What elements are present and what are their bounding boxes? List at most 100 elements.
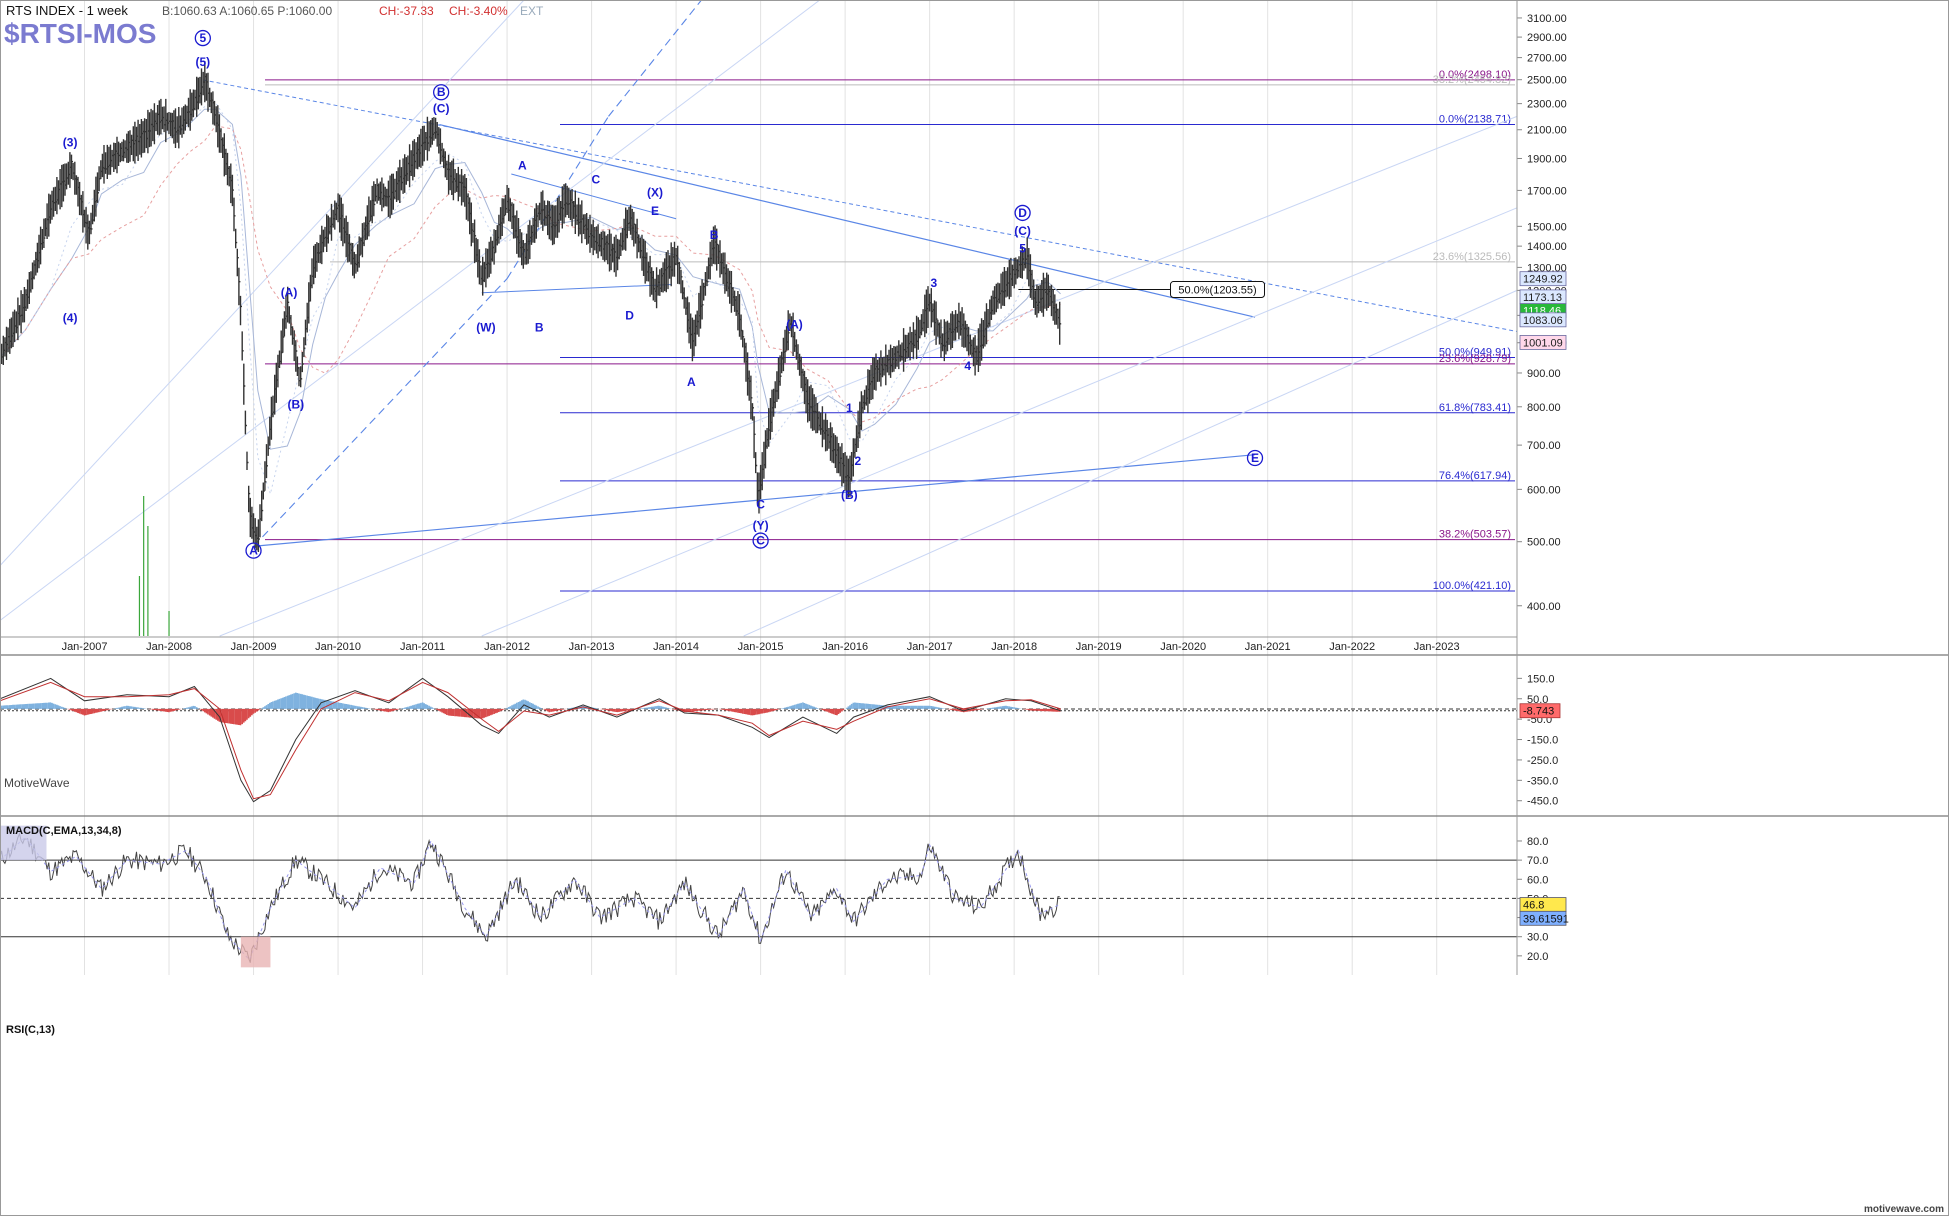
wave-label: B xyxy=(437,85,446,99)
y-tick-label: 900.00 xyxy=(1527,368,1561,380)
a-c-e-trend-line xyxy=(253,454,1256,547)
wave-label: 5 xyxy=(199,31,206,45)
x-tick-label: Jan-2019 xyxy=(1076,641,1122,653)
fan-line xyxy=(0,0,525,566)
upper-triangle-line xyxy=(202,79,1518,332)
retracement-box xyxy=(1169,281,1265,299)
rsi-overbought-fill xyxy=(0,825,47,861)
x-wave-lower-line xyxy=(481,283,672,294)
wave-label-circle xyxy=(1014,204,1031,222)
y-tick-label: 2500.00 xyxy=(1527,75,1567,87)
price-badge xyxy=(1519,312,1567,328)
rsi-line xyxy=(0,832,1060,963)
y-tick-label: -250.0 xyxy=(1527,755,1558,767)
fib-level-label: 38.2%(2454.82) xyxy=(1433,74,1511,86)
wave-label: 1 xyxy=(846,401,853,415)
x-tick-label: Jan-2018 xyxy=(991,641,1037,653)
wave-label: E xyxy=(651,204,659,218)
rsi-oversold-fill xyxy=(240,936,271,968)
wave-label: A xyxy=(249,544,258,558)
symbol-title: RTS INDEX - 1 week xyxy=(6,3,128,18)
wave-label: B xyxy=(710,228,719,242)
brand-right: motivewave.com xyxy=(1864,1204,1944,1215)
fan-line xyxy=(0,0,821,621)
fan-line xyxy=(481,207,1518,637)
wave-label: (B) xyxy=(287,398,304,412)
wave-label: A xyxy=(687,375,696,389)
wave-label: D xyxy=(625,308,634,322)
macd-value-badge xyxy=(1519,703,1561,719)
x-tick-label: Jan-2008 xyxy=(146,641,192,653)
b-d-trend-line xyxy=(439,124,1256,318)
wave-label-circle xyxy=(752,532,769,549)
wave-label: (W) xyxy=(476,320,495,334)
y-tick-label: 2300.00 xyxy=(1527,99,1567,111)
change-points: CH:-37.33 xyxy=(379,4,434,18)
x-tick-label: Jan-2010 xyxy=(315,641,361,653)
dashed-channel-line xyxy=(253,278,508,547)
fan-line xyxy=(743,289,1518,637)
x-tick-label: Jan-2013 xyxy=(569,641,615,653)
wave-label: C xyxy=(756,534,765,548)
x-tick-label: Jan-2009 xyxy=(231,641,277,653)
price-badge xyxy=(1519,271,1567,287)
rsi-average-line xyxy=(0,836,1061,961)
x-tick-label: Jan-2007 xyxy=(62,641,108,653)
y-tick-label: -450.0 xyxy=(1527,796,1558,808)
wave-label: (A) xyxy=(786,318,803,332)
fib-level-label: 38.2%(503.57) xyxy=(1439,529,1511,541)
y-tick-label: 1500.00 xyxy=(1527,221,1567,233)
x-tick-label: Jan-2012 xyxy=(484,641,530,653)
fib-level-label: 50.0%(949.91) xyxy=(1439,346,1511,358)
x-tick-label: Jan-2020 xyxy=(1160,641,1206,653)
wave-label: C xyxy=(756,498,765,512)
y-tick-label: 60.0 xyxy=(1527,874,1548,886)
wave-label: 5 xyxy=(1019,241,1026,255)
wave-label: C xyxy=(591,173,600,187)
wave-label-circle xyxy=(245,542,262,559)
y-tick-label: 1700.00 xyxy=(1527,185,1567,197)
symbol-watermark: $RTSI-MOS xyxy=(4,18,156,49)
ext-label: EXT xyxy=(520,4,544,18)
wave-label: (5) xyxy=(195,55,210,69)
y-tick-label: 400.00 xyxy=(1527,601,1561,613)
macd-histogram-positive xyxy=(0,692,1022,709)
y-tick-label: 700.00 xyxy=(1527,440,1561,452)
wave-label: (X) xyxy=(647,185,663,199)
x-tick-label: Jan-2011 xyxy=(400,641,445,653)
wave-label: 3 xyxy=(931,276,938,290)
fib-level-label: 0.0%(2498.10) xyxy=(1439,69,1511,81)
y-tick-label: 80.0 xyxy=(1527,836,1548,848)
x-wave-upper-line xyxy=(511,173,677,220)
y-tick-label: 30.0 xyxy=(1527,932,1548,944)
macd-title: MACD(C,EMA,13,34,8) xyxy=(6,825,122,837)
y-tick-label: 600.00 xyxy=(1527,484,1561,496)
price-badge-label: 1173.13 xyxy=(1523,292,1562,304)
x-tick-label: Jan-2021 xyxy=(1245,641,1291,653)
wave-label: (Y) xyxy=(753,518,769,532)
fib-level-label: 61.8%(783.41) xyxy=(1439,402,1511,414)
y-tick-label: 3100.00 xyxy=(1527,13,1567,25)
wave-label: A xyxy=(518,158,527,172)
price-badge-label: 1249.92 xyxy=(1523,274,1563,286)
fib-level-label: 76.4%(617.94) xyxy=(1439,470,1511,482)
wave-label: (C) xyxy=(1014,224,1031,238)
wave-label: (4) xyxy=(63,311,78,325)
y-tick-label: 800.00 xyxy=(1527,402,1561,414)
price-badge-label: 1083.06 xyxy=(1523,315,1563,327)
retracement-label: 50.0%(1203.55) xyxy=(1178,285,1256,297)
wave-label: (3) xyxy=(63,136,78,150)
x-tick-label: Jan-2017 xyxy=(907,641,953,653)
x-tick-label: Jan-2022 xyxy=(1329,641,1375,653)
rsi-title: RSI(C,13) xyxy=(6,1024,55,1036)
y-tick-label: 70.0 xyxy=(1527,855,1548,867)
rsi-value-label: 39.61591 xyxy=(1523,913,1569,925)
fib-level-label: 23.6%(928.79) xyxy=(1439,353,1511,365)
y-tick-label: -350.0 xyxy=(1527,775,1558,787)
fib-level-label: 100.0%(421.10) xyxy=(1433,580,1511,592)
y-tick-label: 1900.00 xyxy=(1527,153,1567,165)
y-tick-label: -150.0 xyxy=(1527,735,1558,747)
wave-label-circle xyxy=(194,29,211,47)
